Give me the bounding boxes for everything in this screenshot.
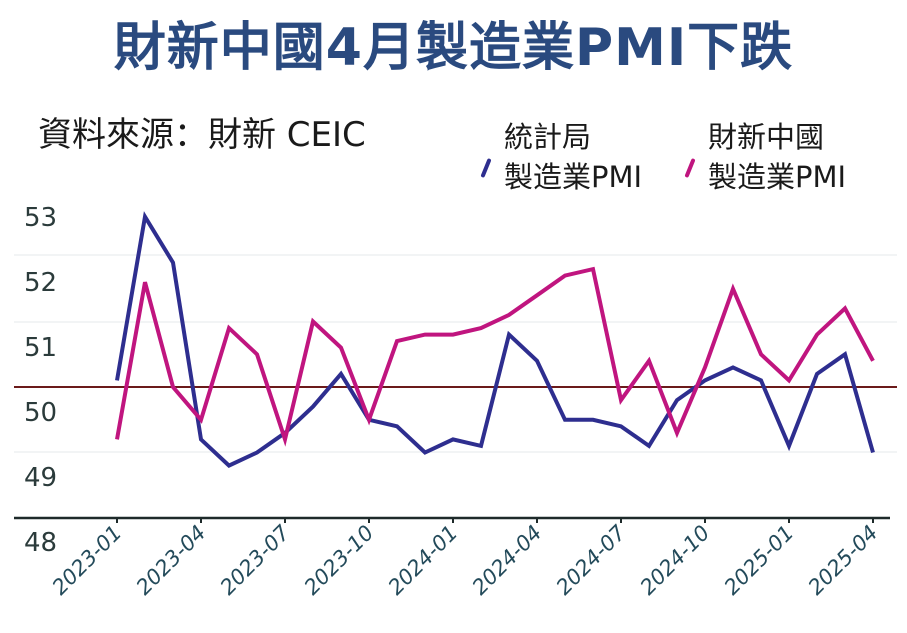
x-tick-label: 2024-07 bbox=[552, 520, 631, 599]
x-tick-label: 2023-01 bbox=[48, 521, 127, 600]
y-tick-label: 52 bbox=[24, 268, 57, 298]
series-line-caixin-pmi bbox=[115, 266, 875, 447]
legend-label-nbs-line1: 統計局 bbox=[504, 120, 592, 154]
gridlines bbox=[14, 254, 897, 453]
page-title: 財新中國4月製造業PMI下跌 bbox=[113, 18, 794, 78]
source-note: 資料來源：財新 CEIC bbox=[38, 115, 366, 155]
x-tick-label: 2024-01 bbox=[384, 521, 463, 600]
y-axis-labels: 53 52 51 50 49 48 bbox=[24, 203, 57, 558]
legend-label-caixin-line2: 製造業PMI bbox=[708, 160, 847, 194]
y-tick-label: 51 bbox=[24, 333, 57, 363]
series-line-nbs-pmi bbox=[115, 211, 875, 468]
legend-label-caixin-line1: 財新中國 bbox=[708, 120, 825, 154]
x-tick-label: 2023-10 bbox=[300, 521, 379, 600]
x-tick-label: 2025-01 bbox=[720, 521, 799, 600]
x-tick-label: 2023-04 bbox=[132, 521, 211, 600]
x-tick-label: 2024-10 bbox=[636, 521, 715, 600]
x-tick-label: 2025-04 bbox=[804, 521, 883, 600]
x-tick-label: 2023-07 bbox=[216, 520, 295, 599]
x-axis-ticks bbox=[116, 518, 874, 523]
legend-label-nbs-line2: 製造業PMI bbox=[504, 160, 643, 194]
y-tick-label: 50 bbox=[24, 398, 57, 428]
y-tick-label: 48 bbox=[24, 528, 57, 558]
y-tick-label: 49 bbox=[24, 463, 57, 493]
x-tick-label: 2024-04 bbox=[468, 521, 547, 600]
x-axis-labels: 2023-01 2023-04 2023-07 2023-10 2024-01 2024-… bbox=[48, 520, 883, 599]
y-tick-label: 53 bbox=[24, 203, 57, 233]
